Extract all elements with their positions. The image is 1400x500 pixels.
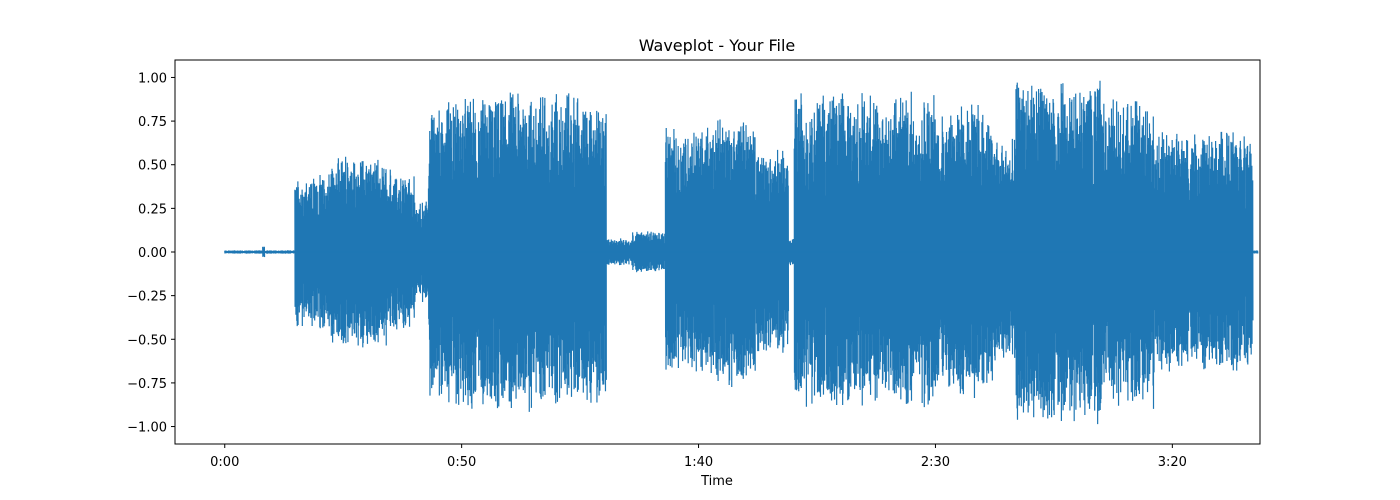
- x-tick-label: 3:20: [1158, 455, 1187, 470]
- y-tick-label: −0.50: [127, 333, 167, 348]
- x-tick-label: 1:40: [684, 455, 713, 470]
- plot-area: [224, 80, 1259, 425]
- x-axis: 0:00 0:50 1:40 2:30 3:20: [210, 444, 1187, 470]
- chart-title: Waveplot - Your File: [639, 36, 796, 55]
- y-tick-label: −0.25: [127, 290, 167, 305]
- y-tick-label: 1.00: [138, 71, 167, 86]
- y-tick-label: 0.25: [138, 202, 167, 217]
- y-axis: 1.00 0.75 0.50 0.25 0.00 −0.25 −0.50 −0.75 −1.00: [127, 71, 175, 436]
- x-tick-label: 2:30: [921, 455, 950, 470]
- y-tick-label: 0.00: [138, 246, 167, 261]
- x-tick-label: 0:00: [210, 455, 239, 470]
- y-tick-label: 0.50: [138, 159, 167, 174]
- y-tick-label: −1.00: [127, 421, 167, 436]
- x-axis-label: Time: [700, 474, 733, 489]
- y-tick-label: 0.75: [138, 115, 167, 130]
- x-tick-label: 0:50: [447, 455, 476, 470]
- y-tick-label: −0.75: [127, 377, 167, 392]
